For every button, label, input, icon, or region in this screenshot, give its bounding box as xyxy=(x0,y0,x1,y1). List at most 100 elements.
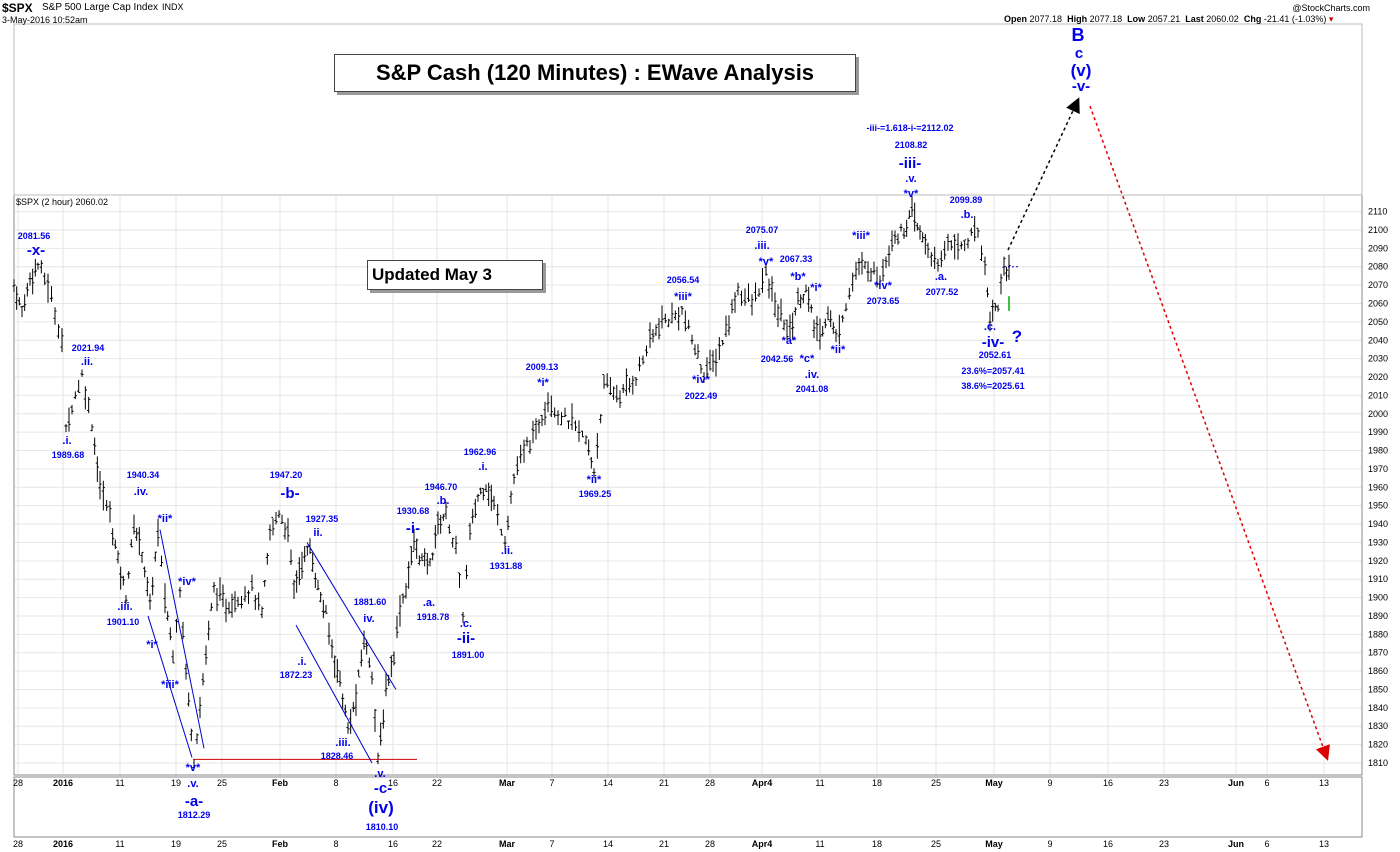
y-tick-label: 1870 xyxy=(1368,648,1388,658)
ohlc-bar xyxy=(15,286,19,310)
ohlc-bar xyxy=(178,587,182,598)
ohlc-bar xyxy=(143,566,147,578)
ohlc-bar xyxy=(53,307,57,325)
price-label: 1927.35 xyxy=(306,514,339,524)
ohlc-bar xyxy=(854,261,858,280)
ohlc-bar xyxy=(250,574,254,591)
wave-label: (v) xyxy=(1071,61,1092,80)
ohlc-bar xyxy=(277,510,281,518)
x-tick-label: 28 xyxy=(705,778,715,788)
channel-line xyxy=(147,615,193,758)
ohlc-bar xyxy=(108,501,112,523)
ohlc-bar xyxy=(461,611,465,623)
ohlc-bar xyxy=(890,230,894,252)
ohlc-bar xyxy=(764,265,768,276)
wave-label: .c. xyxy=(460,618,472,630)
wave-label: -b- xyxy=(280,485,299,502)
wave-label: (iv) xyxy=(368,798,394,817)
wave-label: .a. xyxy=(423,597,435,609)
y-tick-label: 1850 xyxy=(1368,684,1388,694)
y-tick-label: 2080 xyxy=(1368,262,1388,272)
ohlc-bar xyxy=(949,240,953,251)
ohlc-bar xyxy=(316,579,320,591)
chart-title: S&P Cash (120 Minutes) : EWave Analysis xyxy=(334,54,856,92)
ohlc-bar xyxy=(602,374,606,389)
ohlc-bar xyxy=(338,670,342,687)
ohlc-bar xyxy=(612,386,616,400)
ohlc-bar xyxy=(799,294,803,309)
ohlc-bar xyxy=(893,230,897,244)
ohlc-bar xyxy=(923,233,927,255)
price-label: 1969.25 xyxy=(579,489,612,499)
y-tick-label: 1990 xyxy=(1368,427,1388,437)
ohlc-bar xyxy=(80,369,84,377)
ohlc-bar xyxy=(381,709,385,729)
ohlc-bar xyxy=(834,329,838,343)
ohlc-bar xyxy=(757,288,761,297)
ohlc-bar xyxy=(56,324,61,339)
ohlc-bar xyxy=(534,418,538,440)
ohlc-bar xyxy=(484,484,488,492)
ohlc-bar xyxy=(1002,256,1006,276)
x-tick-label: Feb xyxy=(272,778,289,788)
ohlc-bar xyxy=(801,293,805,304)
ohlc-bar xyxy=(404,583,408,599)
ohlc-bar xyxy=(330,639,334,659)
wave-label: *i* xyxy=(537,377,549,389)
price-label: 2009.13 xyxy=(526,362,559,372)
ohlc-bar xyxy=(496,504,500,526)
ohlc-bar xyxy=(979,245,984,262)
ohlc-bar xyxy=(389,655,393,678)
ohlc-bar xyxy=(64,424,68,433)
price-label: 1872.23 xyxy=(280,670,313,680)
ohlc-bar xyxy=(812,319,816,339)
exchange-label: INDX xyxy=(162,2,184,12)
series-label: $SPX (2 hour) 2060.02 xyxy=(16,197,109,207)
ohlc-bar xyxy=(39,260,43,274)
ohlc-bar xyxy=(696,344,700,359)
y-tick-label: 2010 xyxy=(1368,390,1388,400)
ohlc-bar xyxy=(140,551,144,564)
y-tick-label: 2000 xyxy=(1368,409,1388,419)
ohlc-bar xyxy=(905,219,909,237)
ohlc-bar xyxy=(943,240,947,260)
ohlc-bar xyxy=(933,246,937,270)
ohlc-bar xyxy=(788,314,792,341)
ohlc-bar xyxy=(841,315,845,323)
ohlc-bar xyxy=(436,511,440,535)
wave-label: -i- xyxy=(406,520,420,537)
ohlc-bar xyxy=(915,222,919,231)
ohlc-bar xyxy=(127,571,131,579)
ohlc-bar xyxy=(373,708,377,733)
x-tick-label: Mar xyxy=(499,778,516,788)
x-tick-label-lower: 9 xyxy=(1047,839,1052,849)
ohlc-bar xyxy=(148,593,152,610)
ohlc-bar xyxy=(580,430,585,438)
ohlc-bar xyxy=(260,606,264,619)
wave-label: *b* xyxy=(790,271,806,283)
x-tick-label-lower: May xyxy=(985,839,1003,849)
ohlc-bar xyxy=(83,386,87,410)
price-label: 1891.00 xyxy=(452,650,485,660)
x-tick-label: 6 xyxy=(1264,778,1269,788)
ohlc-bar xyxy=(844,303,848,312)
x-tick-label-lower: Apr4 xyxy=(752,839,773,849)
ohlc-bar xyxy=(628,377,632,393)
ohlc-bar xyxy=(624,368,628,396)
ohlc-bar xyxy=(863,261,867,269)
ohlc-bar xyxy=(166,611,170,621)
ohlc-bar xyxy=(473,498,477,518)
ohlc-readout: Open 2077.18 High 2077.18 Low 2057.21 La… xyxy=(1004,14,1333,25)
y-tick-label: 2090 xyxy=(1368,243,1388,253)
ohlc-bar xyxy=(384,672,388,697)
ohlc-bar xyxy=(43,272,47,285)
wave-label: *ii* xyxy=(587,474,602,486)
ohlc-bar xyxy=(168,627,172,641)
x-tick-label-lower: 22 xyxy=(432,839,442,849)
ohlc-bar xyxy=(305,545,309,556)
wave-label: .c. xyxy=(984,321,996,333)
ohlc-bar xyxy=(522,439,526,463)
ohlc-bar xyxy=(779,298,783,322)
ohlc-bar xyxy=(425,552,429,575)
ohlc-bar xyxy=(736,282,740,296)
